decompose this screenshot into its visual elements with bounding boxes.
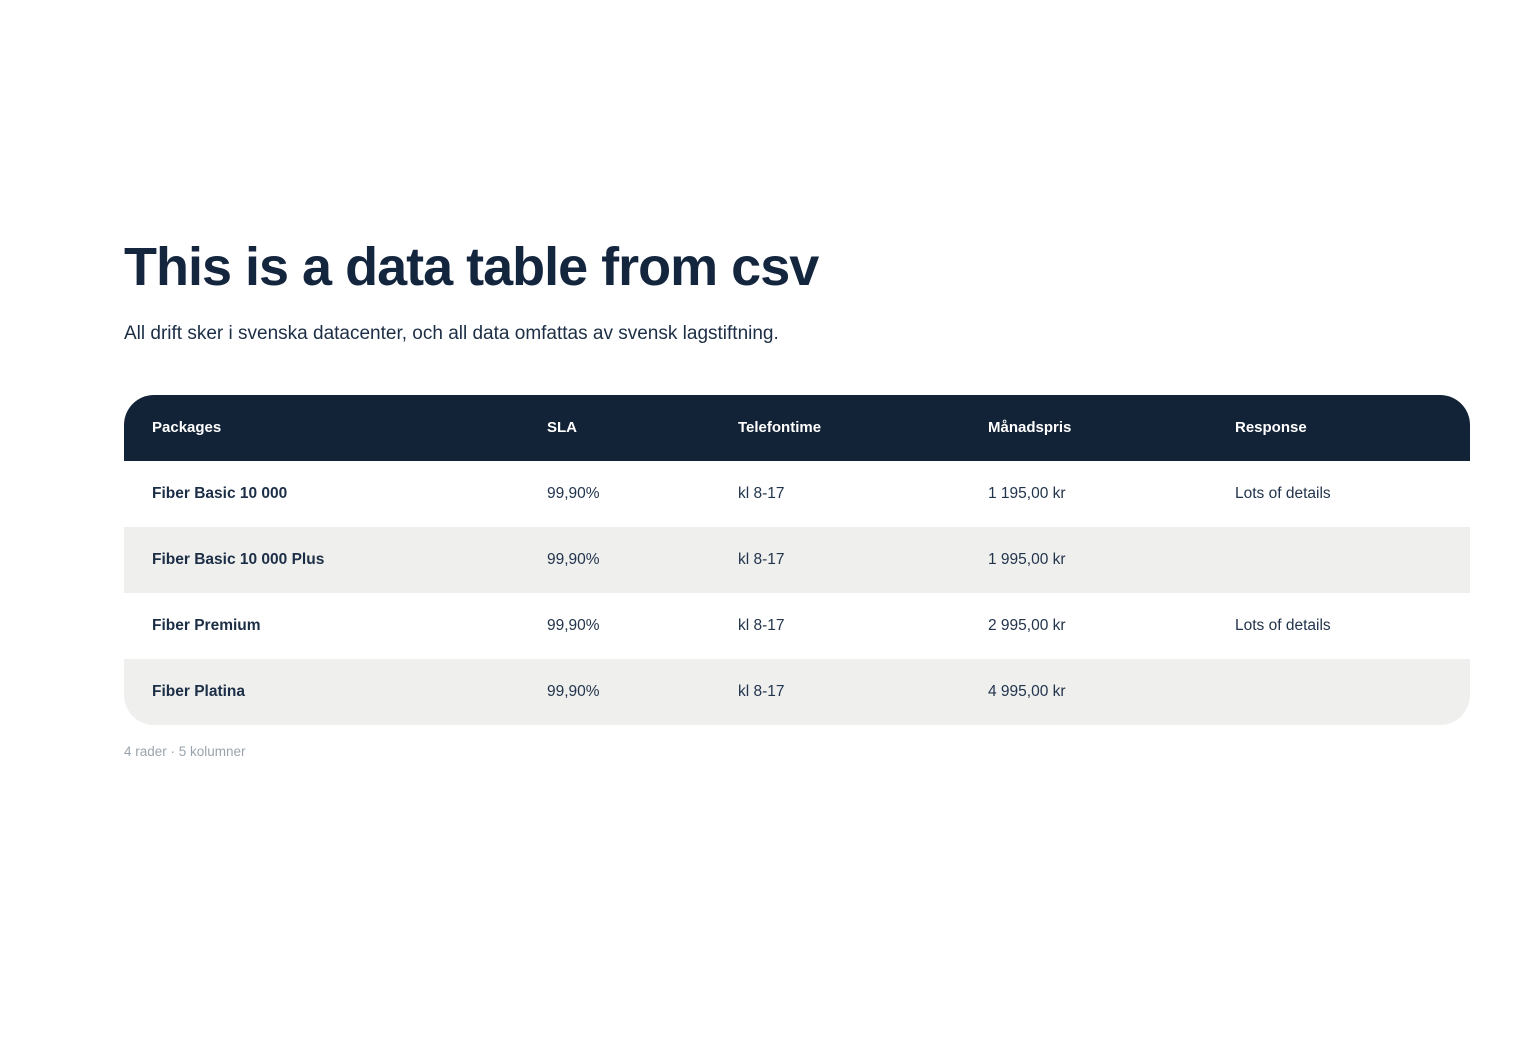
column-header: SLA bbox=[547, 419, 577, 437]
table-cell-manadspris: 1 195,00 kr bbox=[988, 484, 1066, 502]
table-cell-telefontime: kl 8-17 bbox=[738, 550, 785, 568]
table-cell-packages: Fiber Basic 10 000 bbox=[152, 484, 288, 502]
column-header: Telefontime bbox=[738, 419, 822, 437]
table-cell-sla: 99,90% bbox=[547, 616, 600, 634]
data-table: Packages SLA Telefontime Månadspris Response… bbox=[124, 394, 1470, 725]
table-cell-packages: Fiber Platina bbox=[152, 682, 246, 700]
table-cell-telefontime: kl 8-17 bbox=[738, 484, 785, 502]
page-subtitle: All drift sker i svenska datacenter, och… bbox=[124, 323, 779, 345]
table-cell-telefontime: kl 8-17 bbox=[738, 616, 785, 634]
table-cell-manadspris: 2 995,00 kr bbox=[988, 616, 1066, 634]
table-cell-sla: 99,90% bbox=[547, 484, 600, 502]
table-cell-response: Lots of details bbox=[1235, 484, 1331, 502]
table-body: Fiber Basic 10 000 99,90% kl 8-17 1 195,00 … bbox=[124, 460, 1470, 725]
column-header: Månadspris bbox=[988, 419, 1072, 437]
column-header: Response bbox=[1235, 419, 1307, 437]
table-row: Fiber Platina 99,90% kl 8-17 4 995,00 kr bbox=[124, 658, 1470, 725]
table-cell-manadspris: 4 995,00 kr bbox=[988, 682, 1066, 700]
table-cell-telefontime: kl 8-17 bbox=[738, 682, 785, 700]
page-title: This is a data table from csv bbox=[124, 237, 819, 297]
table-cell-packages: Fiber Premium bbox=[152, 616, 261, 634]
table-cell-response: Lots of details bbox=[1235, 616, 1331, 634]
table-row: Fiber Basic 10 000 Plus 99,90% kl 8-17 1 99… bbox=[124, 526, 1470, 593]
table-footer-summary: 4 rader · 5 kolumner bbox=[124, 743, 246, 759]
content-area: This is a data table from csv All drift … bbox=[124, 0, 1470, 759]
table-header-row: Packages SLA Telefontime Månadspris Response bbox=[124, 394, 1470, 461]
table-cell-sla: 99,90% bbox=[547, 682, 600, 700]
column-header: Packages bbox=[152, 419, 222, 437]
table-cell-packages: Fiber Basic 10 000 Plus bbox=[152, 550, 325, 568]
table-row: Fiber Basic 10 000 99,90% kl 8-17 1 195,00 … bbox=[124, 460, 1470, 527]
table-cell-manadspris: 1 995,00 kr bbox=[988, 550, 1066, 568]
table-cell-sla: 99,90% bbox=[547, 550, 600, 568]
table-row: Fiber Premium 99,90% kl 8-17 2 995,00 kr Lot… bbox=[124, 592, 1470, 659]
